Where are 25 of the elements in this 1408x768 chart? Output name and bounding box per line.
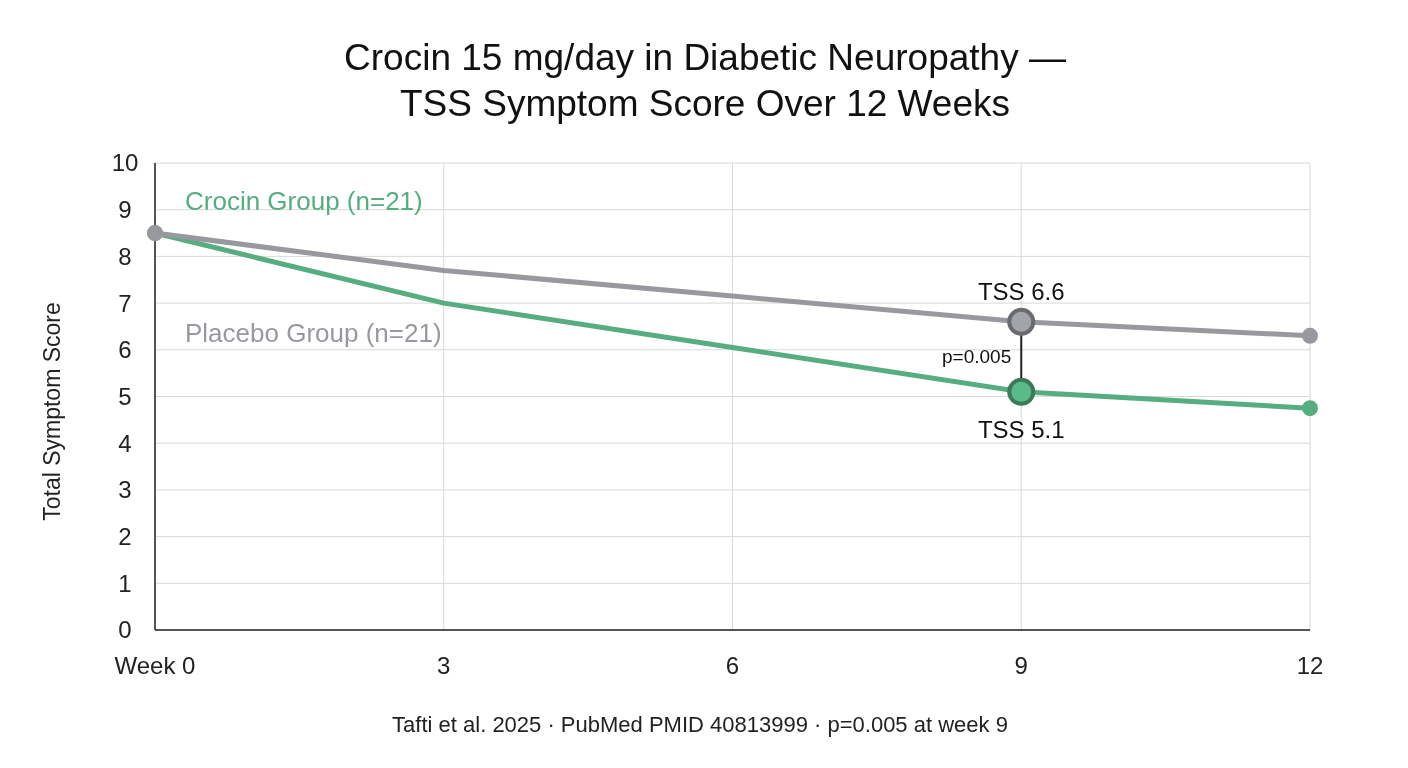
- chart-title: Crocin 15 mg/day in Diabetic Neuropathy — TSS Symptom Score Over 12 Weeks: [344, 37, 1066, 124]
- y-tick-label: 2: [118, 523, 132, 550]
- y-tick-label: 6: [118, 336, 132, 364]
- y-tick-label: 1: [118, 569, 132, 597]
- y-axis-title: Total Symptom Score: [39, 302, 65, 521]
- x-tick-label: Week 0: [114, 652, 196, 679]
- text: Tafti et al. 2025 · PubMed PMID 40813999 · p=0.005 at week 9: [392, 712, 1008, 737]
- annotation: TSS 5.1: [977, 415, 1065, 443]
- x-tick-label: 6: [725, 652, 740, 679]
- y-tick-label: 8: [118, 242, 132, 270]
- y-tick-label: 0: [118, 616, 132, 644]
- annotation: p=0.005: [942, 346, 1012, 368]
- x-tick-label: 9: [1014, 652, 1028, 679]
- series-label: Crocin Group (n=21): [185, 186, 423, 216]
- y-tick-label: 5: [118, 382, 132, 410]
- series-label: Placebo Group (n=21): [185, 318, 442, 348]
- y-tick-label: 4: [118, 429, 132, 457]
- annotation: TSS 6.6: [977, 277, 1065, 305]
- y-tick-label: 7: [118, 289, 132, 317]
- x-tick-label: 3: [437, 652, 451, 679]
- y-tick-label: 10: [111, 149, 139, 177]
- y-tick-label: 9: [118, 196, 132, 224]
- point: [1302, 327, 1318, 344]
- x-tick-label: 12: [1296, 652, 1324, 679]
- y-tick-label: 3: [118, 476, 132, 504]
